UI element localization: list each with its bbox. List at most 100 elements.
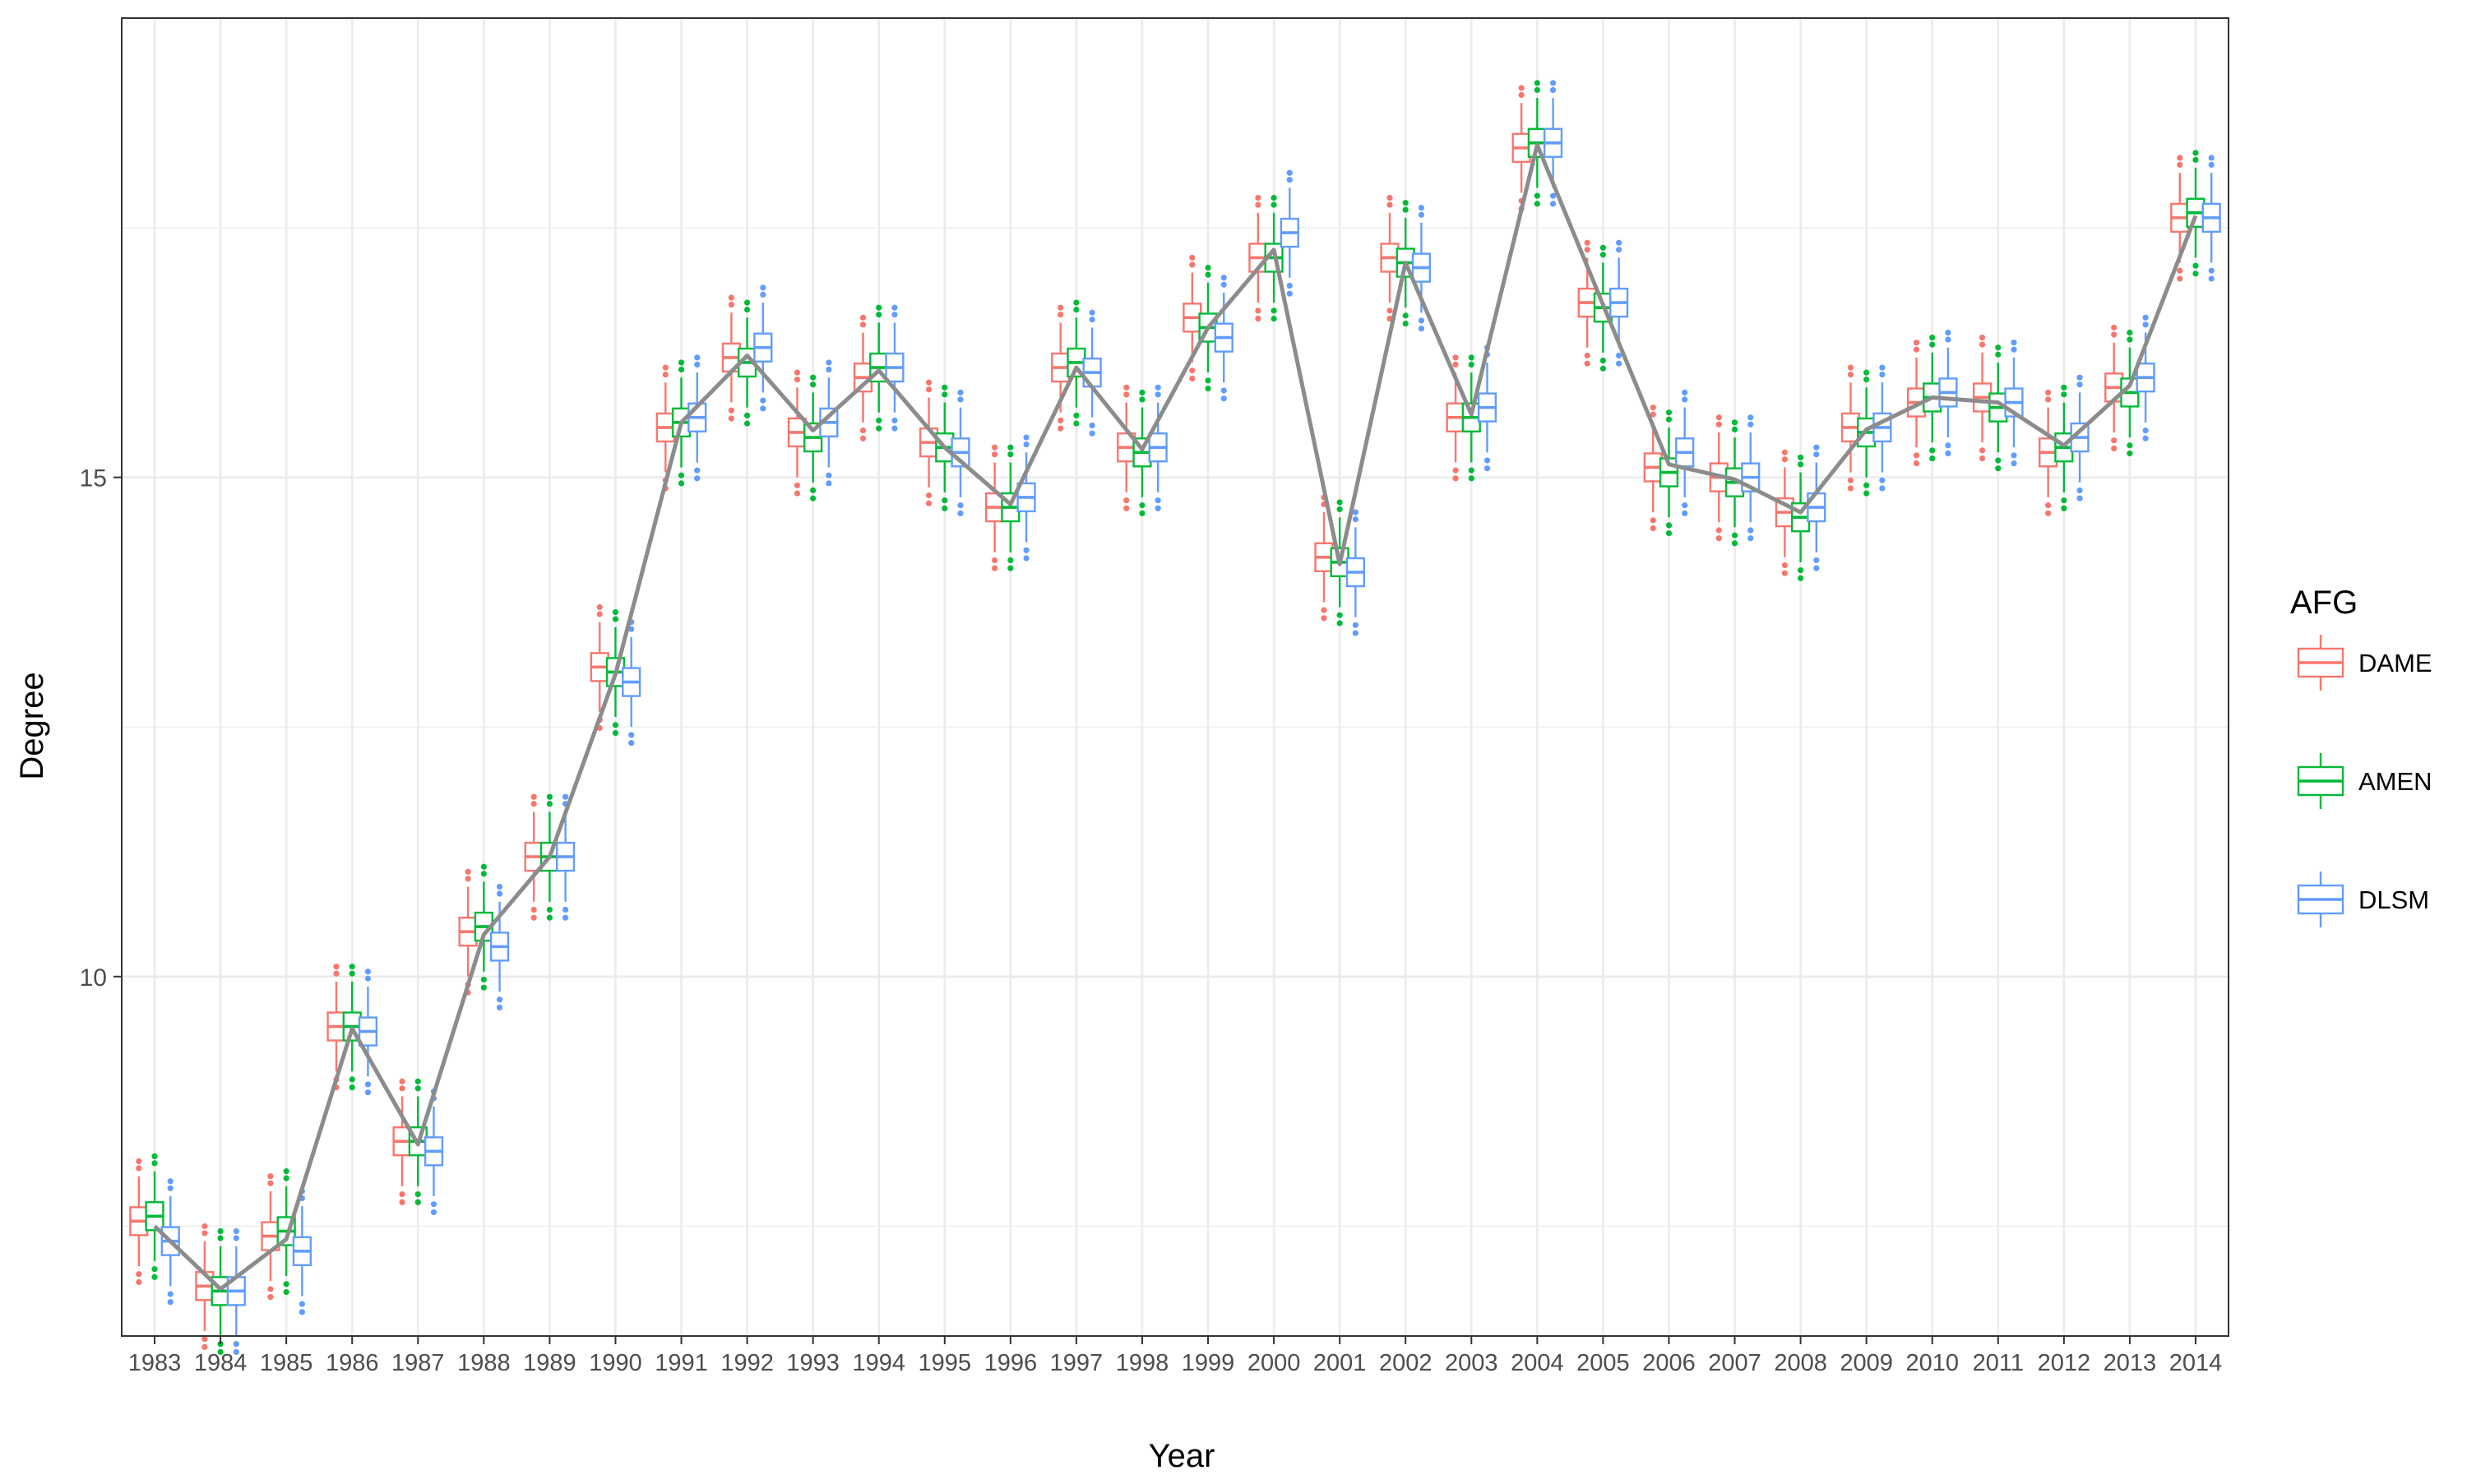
outlier-point (1402, 321, 1409, 327)
outlier-point (136, 1271, 142, 1278)
outlier-point (810, 495, 817, 502)
outlier-point (530, 793, 537, 800)
outlier-point (957, 396, 964, 403)
outlier-point (1979, 447, 1986, 454)
x-tick-label: 1989 (523, 1350, 576, 1376)
outlier-point (167, 1185, 174, 1191)
outlier-point (1189, 368, 1196, 374)
legend-label: DAME (2358, 649, 2432, 677)
outlier-point (267, 1286, 274, 1292)
outlier-point (1352, 509, 1358, 515)
outlier-point (678, 359, 685, 366)
outlier-point (151, 1274, 158, 1280)
box-dlsm-2009 (1872, 364, 1892, 492)
box-dame-1997 (1051, 304, 1071, 432)
x-tick-label: 1988 (457, 1350, 511, 1376)
outlier-point (1549, 86, 1557, 94)
outlier-point (1007, 444, 1014, 451)
grid-layer (122, 18, 2229, 1336)
outlier-point (1863, 482, 1870, 488)
outlier-point (925, 379, 933, 386)
outlier-point (891, 312, 898, 318)
legend-label: AMEN (2358, 767, 2432, 796)
outlier-point (1945, 329, 1951, 336)
outlier-point (1155, 391, 1161, 398)
outlier-point (1386, 307, 1393, 314)
outlier-point (1073, 412, 1080, 418)
x-tick-label: 1983 (128, 1350, 182, 1376)
outlier-point (694, 467, 701, 474)
box-dlsm-1984 (226, 1227, 246, 1356)
outlier-point (1995, 465, 2002, 472)
outlier-point (546, 793, 553, 800)
outlier-point (333, 964, 340, 970)
x-tick-label: 2010 (1905, 1350, 1959, 1376)
box-dlsm-1999 (1214, 275, 1234, 402)
outlier-point (810, 381, 817, 388)
outlier-point (694, 354, 701, 361)
box-dlsm-2014 (2201, 155, 2221, 282)
outlier-point (1518, 85, 1525, 91)
outlier-point (2127, 442, 2133, 449)
outlier-point (760, 284, 766, 291)
outlier-point (1945, 442, 1951, 449)
outlier-point (1584, 352, 1590, 359)
outlier-point (1271, 307, 1277, 314)
outlier-point (1913, 346, 1920, 353)
outlier-point (859, 321, 867, 328)
outlier-point (1468, 475, 1474, 482)
outlier-point (217, 1348, 224, 1356)
outlier-point (151, 1153, 158, 1160)
outlier-point (2076, 374, 2083, 381)
outlier-point (1534, 80, 1540, 86)
outlier-point (1286, 169, 1293, 176)
outlier-point (333, 970, 340, 977)
outlier-point (233, 1235, 239, 1241)
outlier-point (1813, 557, 1820, 564)
outlier-point (1518, 91, 1525, 99)
outlier-point (891, 425, 898, 432)
outlier-point (1205, 271, 1211, 278)
outlier-point (810, 487, 817, 494)
outlier-point (596, 603, 603, 611)
x-tick-label: 1991 (655, 1350, 708, 1376)
outlier-point (942, 497, 948, 504)
x-tick-label: 1996 (984, 1350, 1038, 1376)
outlier-point (1007, 565, 1014, 571)
box-dame-1994 (853, 314, 873, 442)
outlier-point (201, 1230, 208, 1237)
outlier-point (1452, 467, 1459, 474)
outlier-point (1089, 317, 1095, 323)
outlier-point (2192, 270, 2199, 277)
x-tick-label: 1993 (786, 1350, 840, 1376)
outlier-point (1058, 312, 1064, 318)
outlier-point (1731, 532, 1738, 539)
outlier-point (1929, 341, 1936, 348)
outlier-point (2045, 389, 2052, 395)
outlier-point (1665, 409, 1673, 416)
outlier-point (1189, 254, 1196, 261)
outlier-point (1979, 335, 1986, 341)
outlier-point (1089, 422, 1095, 429)
outlier-point (1616, 247, 1622, 253)
outlier-point (480, 871, 487, 877)
outlier-point (136, 1158, 142, 1165)
x-tick-label: 2014 (2169, 1350, 2223, 1376)
outlier-point (1468, 354, 1474, 361)
outlier-point (2011, 452, 2017, 459)
outlier-point (2177, 155, 2183, 161)
outlier-point (2111, 437, 2118, 444)
outlier-point (1073, 307, 1080, 313)
box-amen-2013 (2120, 329, 2140, 457)
box-dlsm-1986 (358, 969, 378, 1096)
outlier-point (1847, 485, 1854, 492)
outlier-point (1929, 335, 1936, 341)
outlier-point (1879, 477, 1886, 483)
outlier-point (530, 801, 537, 807)
outlier-point (151, 1266, 158, 1273)
outlier-point (1418, 326, 1425, 332)
outlier-point (1139, 396, 1146, 403)
outlier-point (414, 1085, 421, 1092)
outlier-point (2061, 384, 2067, 391)
x-tick-label: 2001 (1313, 1350, 1367, 1376)
